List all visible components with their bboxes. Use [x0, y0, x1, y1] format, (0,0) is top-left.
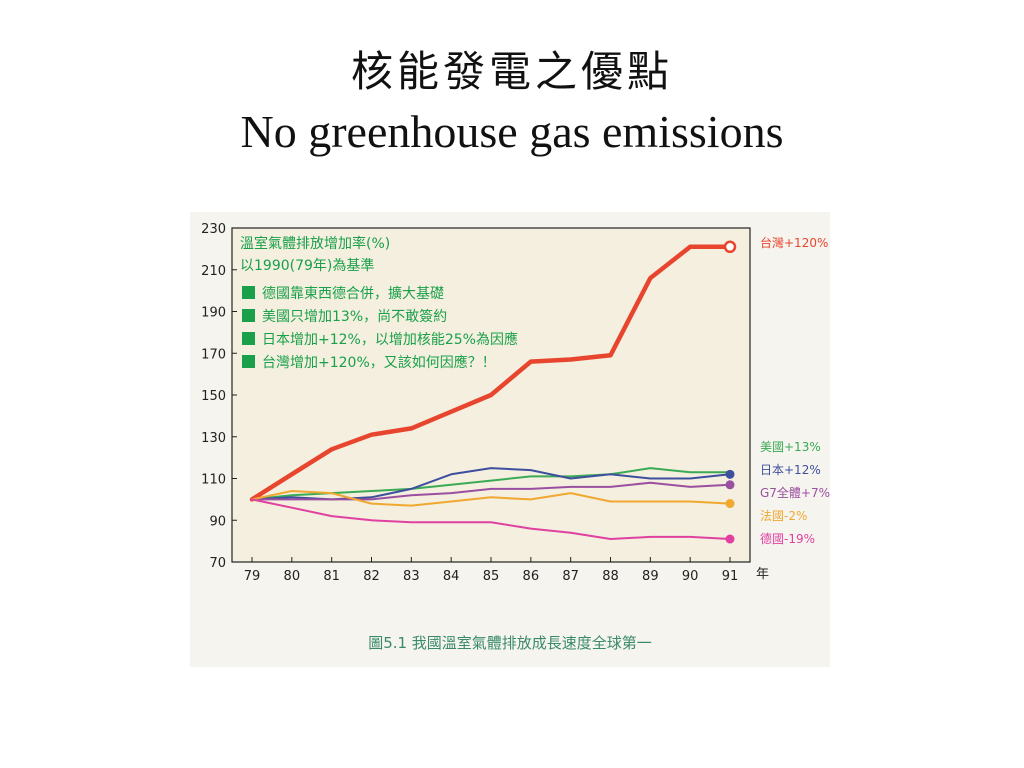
series-label: 德國-19%	[760, 531, 815, 546]
series-line	[251, 490, 731, 507]
note-text: 日本增加+12%，以增加核能25%為因應	[262, 331, 518, 348]
note-bullet	[242, 355, 255, 368]
x-tick-label: 80	[284, 569, 301, 584]
note-text: 美國只增加13%，尚不敢簽約	[262, 308, 447, 325]
series-label: 美國+13%	[760, 440, 821, 454]
series-label: 台灣+120%	[760, 235, 828, 250]
emissions-line-chart: 70 90 110 130 150 170 190 210 230 79 80 81 82 83 84 85…	[201, 222, 830, 652]
series-label: 日本+12%	[760, 463, 821, 477]
slide-title-chinese: 核能發電之優點	[350, 47, 673, 96]
x-tick-label: 82	[363, 569, 380, 584]
x-tick-label: 86	[523, 569, 540, 584]
y-tick-label: 210	[201, 264, 226, 279]
x-tick-label: 90	[682, 569, 699, 584]
x-tick-label: 84	[443, 569, 460, 584]
note-bullet	[242, 309, 255, 322]
series-end-marker	[723, 240, 737, 254]
y-tick-label: 110	[201, 473, 226, 488]
y-tick-label: 90	[209, 514, 226, 529]
slide-title-english: No greenhouse gas emissions	[240, 106, 784, 157]
y-tick-label: 230	[201, 222, 226, 237]
chart-subtitle: 以1990(79年)為基準	[240, 257, 374, 274]
y-tick-label: 150	[201, 389, 226, 404]
note-text: 台灣增加+120%，又該如何因應？！	[262, 354, 496, 371]
x-tick-label: 89	[642, 569, 659, 584]
series-line	[249, 244, 733, 502]
x-tick-label: 87	[562, 569, 579, 584]
series-end-marker	[725, 534, 735, 544]
chart-figure: 70 90 110 130 150 170 190 210 230 79 80 81 82 83 84 85…	[190, 212, 830, 667]
x-tick-label: 83	[403, 569, 420, 584]
x-tick-label: 85	[483, 569, 500, 584]
series-line	[251, 481, 731, 501]
x-tick-label: 88	[602, 569, 619, 584]
y-tick-label: 130	[201, 431, 226, 446]
x-tick-label: 79	[244, 569, 261, 584]
series-end-marker	[725, 469, 735, 479]
y-tick-label: 190	[201, 306, 226, 321]
note-bullet	[242, 286, 255, 299]
series-end-marker	[725, 480, 735, 490]
series-end-marker	[725, 499, 735, 509]
series-line	[251, 498, 731, 540]
series-label: G7全體+7%	[760, 485, 830, 500]
note-text: 德國靠東西德合併，擴大基礎	[262, 285, 444, 302]
series-label: 法國-2%	[760, 509, 807, 523]
y-tick-label: 70	[209, 556, 226, 571]
figure-caption: 圖5.1 我國溫室氣體排放成長速度全球第一	[368, 634, 652, 652]
chart-title: 溫室氣體排放增加率(%)	[240, 235, 390, 252]
y-tick-label: 170	[201, 347, 226, 362]
note-bullet	[242, 332, 255, 345]
x-axis-unit: 年	[756, 567, 769, 582]
x-tick-label: 91	[722, 569, 739, 584]
x-tick-label: 81	[323, 569, 340, 584]
